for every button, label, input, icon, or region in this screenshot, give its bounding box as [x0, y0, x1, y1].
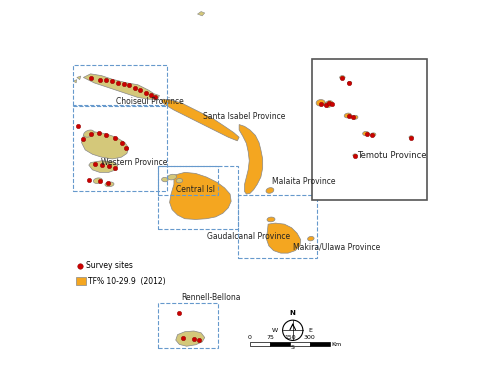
- Bar: [158, 166, 218, 195]
- FancyBboxPatch shape: [76, 277, 86, 285]
- Text: Santa Isabel Province: Santa Isabel Province: [203, 112, 285, 121]
- Polygon shape: [239, 124, 262, 194]
- Ellipse shape: [84, 130, 94, 137]
- Ellipse shape: [348, 81, 352, 84]
- Ellipse shape: [316, 100, 325, 106]
- Polygon shape: [162, 99, 239, 141]
- Ellipse shape: [105, 182, 114, 187]
- Text: S: S: [291, 345, 294, 350]
- Ellipse shape: [168, 174, 176, 180]
- Polygon shape: [266, 223, 300, 253]
- Ellipse shape: [324, 102, 332, 107]
- Text: TF% 10-29.9  (2012): TF% 10-29.9 (2012): [88, 277, 166, 285]
- Text: 75: 75: [266, 335, 274, 340]
- Ellipse shape: [340, 76, 345, 79]
- Ellipse shape: [266, 188, 274, 193]
- Text: Rennell-Bellona: Rennell-Bellona: [181, 293, 240, 302]
- Bar: [312, 59, 427, 200]
- Ellipse shape: [176, 178, 182, 183]
- Text: 150: 150: [284, 335, 296, 340]
- Polygon shape: [82, 132, 128, 159]
- Text: Survey sites: Survey sites: [86, 261, 132, 270]
- Text: N: N: [290, 310, 296, 316]
- Text: Choiseul Province: Choiseul Province: [116, 96, 184, 105]
- Text: Temotu Province: Temotu Province: [357, 151, 426, 160]
- Bar: [290, 342, 310, 346]
- Ellipse shape: [94, 178, 102, 184]
- Text: 300: 300: [304, 335, 316, 340]
- Text: Central Isl: Central Isl: [176, 185, 214, 193]
- Bar: [238, 195, 318, 258]
- Bar: [72, 105, 166, 191]
- Polygon shape: [77, 76, 81, 80]
- Text: Western Province: Western Province: [102, 158, 168, 167]
- Ellipse shape: [362, 131, 369, 136]
- Bar: [158, 303, 218, 349]
- Ellipse shape: [353, 154, 357, 157]
- Ellipse shape: [344, 113, 352, 118]
- Polygon shape: [198, 12, 204, 16]
- Ellipse shape: [326, 101, 333, 105]
- Bar: [310, 342, 330, 346]
- Bar: [158, 166, 238, 229]
- Ellipse shape: [370, 133, 376, 137]
- Text: Km: Km: [332, 342, 342, 346]
- Bar: [72, 65, 166, 106]
- Ellipse shape: [267, 217, 275, 222]
- Text: E: E: [308, 328, 312, 333]
- Polygon shape: [170, 172, 231, 219]
- Text: Gaudalcanal Province: Gaudalcanal Province: [206, 232, 290, 241]
- Ellipse shape: [308, 237, 314, 241]
- Text: Malaita Province: Malaita Province: [272, 177, 335, 186]
- Text: W: W: [272, 328, 278, 333]
- Polygon shape: [73, 80, 77, 83]
- Bar: [250, 342, 270, 346]
- Polygon shape: [176, 331, 204, 346]
- Polygon shape: [89, 161, 118, 172]
- Ellipse shape: [409, 136, 414, 139]
- Bar: [270, 342, 290, 346]
- Ellipse shape: [352, 115, 358, 119]
- Text: Makira/Ulawa Province: Makira/Ulawa Province: [294, 242, 380, 251]
- Polygon shape: [84, 74, 160, 99]
- Text: 0: 0: [248, 335, 252, 340]
- Ellipse shape: [162, 177, 168, 182]
